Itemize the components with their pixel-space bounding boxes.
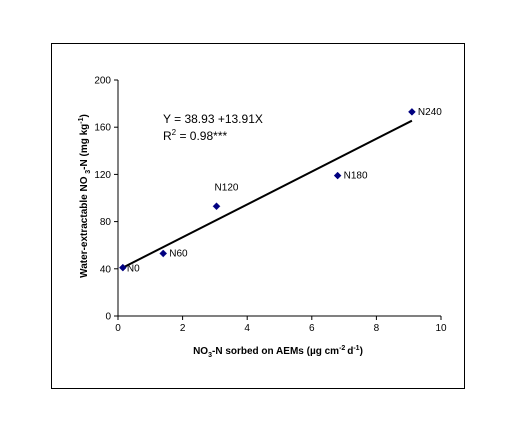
- x-tick-label: 6: [309, 323, 315, 334]
- data-point-label: N180: [344, 171, 368, 182]
- chart-frame: [51, 43, 465, 389]
- data-point-marker: [333, 171, 342, 180]
- x-tick-label: 0: [115, 323, 121, 334]
- y-tick-label: 0: [105, 312, 111, 323]
- y-axis-title: Water-extractable NO 3-N (mg kg-1): [78, 114, 92, 278]
- data-point-marker: [159, 249, 168, 258]
- trendline-group: [122, 119, 413, 269]
- data-point-label: N60: [169, 248, 188, 259]
- data-point-marker: [118, 263, 127, 272]
- x-tick-label: 4: [244, 323, 250, 334]
- y-tick-label: 80: [100, 217, 112, 228]
- x-axis-title: NO3-N sorbed on AEMs (µg cm-2 d-1): [193, 345, 363, 359]
- data-point-label: N0: [127, 264, 140, 275]
- data-points: N0 N60 N120 N180 N240: [118, 107, 442, 275]
- data-point-label: N120: [215, 182, 239, 193]
- y-tick-label: 200: [94, 76, 111, 87]
- data-point-label: N240: [418, 107, 442, 118]
- trendline: [122, 119, 413, 269]
- y-tick-label: 160: [94, 123, 111, 134]
- data-point-marker: [408, 108, 416, 116]
- y-tick-label: 120: [94, 170, 111, 181]
- r-squared-label: R2 = 0.98***: [163, 128, 227, 143]
- y-axis-ticks: 0 40 80 120 160 200: [94, 76, 118, 323]
- x-tick-label: 2: [180, 323, 186, 334]
- x-tick-label: 10: [435, 323, 447, 334]
- y-tick-label: 40: [100, 264, 112, 275]
- plot-area: [117, 80, 441, 317]
- x-tick-label: 8: [374, 323, 380, 334]
- regression-equation: Y = 38.93 +13.91X: [163, 112, 263, 126]
- data-point-marker: [212, 202, 221, 211]
- x-axis-ticks: 0 2 4 6 8 10: [115, 316, 447, 334]
